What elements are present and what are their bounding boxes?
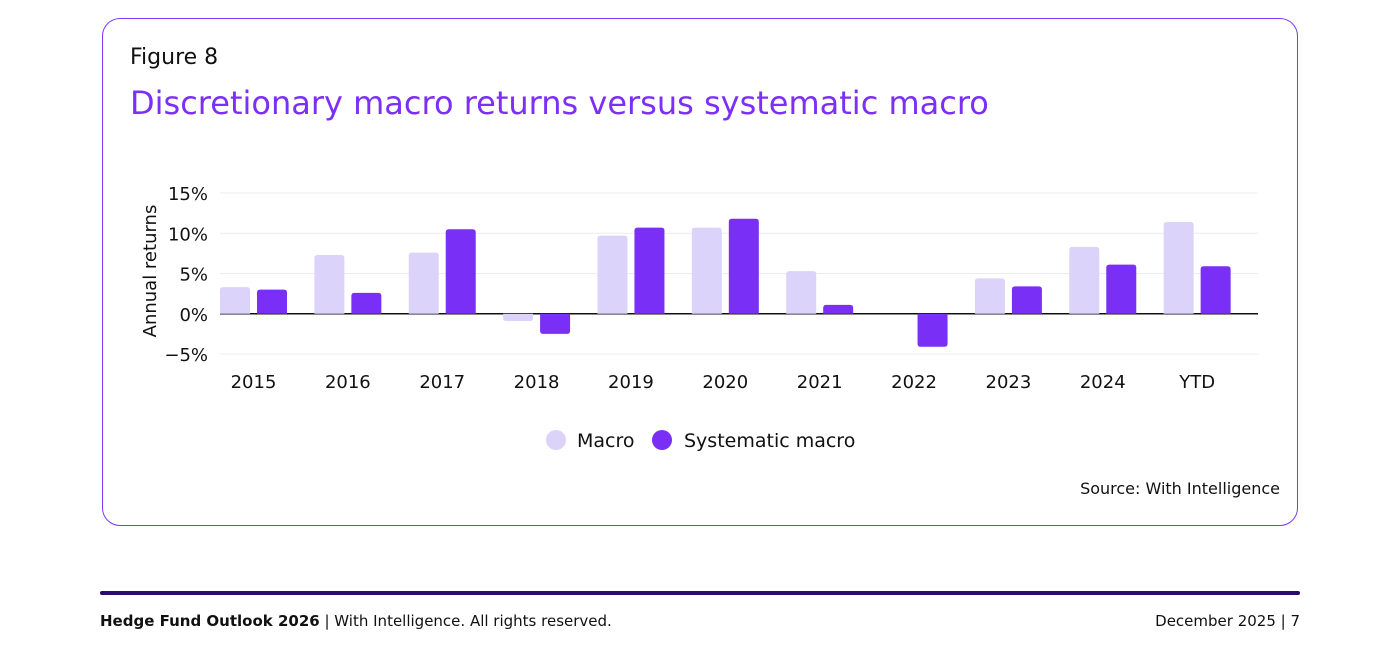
y-tick-label: 0% [179,305,208,326]
bar-macro [220,287,250,314]
figure-label: Figure 8 [130,45,219,70]
legend-label-systematic: Systematic macro [684,430,855,452]
x-tick-label: 2018 [514,372,560,393]
bar-systematic-macro [823,304,854,314]
bar-systematic-macro [728,218,759,314]
y-axis-label: Annual returns [140,205,161,338]
bar-macro [691,227,722,314]
y-tick-label: 15% [168,184,208,205]
footer-rule [100,591,1300,595]
x-tick-labels: 2015 2016 2017 2018 2019 2020 2021 2022 2023 2024… [231,372,1215,393]
bar-macro [314,254,345,314]
x-tick-label: 2023 [986,372,1032,393]
figure-card [102,18,1298,526]
chart-title: Discretionary macro returns versus syste… [130,84,989,122]
bar-macro [597,235,628,314]
publication-name: Hedge Fund Outlook 2026 [100,612,320,630]
bar-macro [1163,221,1194,314]
x-tick-label: 2020 [702,372,748,393]
x-tick-label: 2016 [325,372,371,393]
y-tick-label: 5% [179,265,208,286]
legend-swatch-systematic [652,430,672,450]
bar-systematic-macro [1106,264,1137,314]
legend-swatch-macro [546,430,566,450]
footer-publication: Hedge Fund Outlook 2026 | With Intellige… [100,612,612,630]
source-note: Source: With Intelligence [1080,479,1280,498]
x-tick-label: 2017 [419,372,465,393]
x-tick-label: 2015 [231,372,277,393]
x-tick-label: YTD [1178,372,1215,393]
bar-systematic-macro [257,289,287,314]
x-tick-label: 2019 [608,372,654,393]
x-tick-label: 2022 [891,372,937,393]
y-tick-label: 10% [168,224,208,245]
bar-macro [408,252,439,314]
x-tick-label: 2021 [797,372,843,393]
bar-macro [786,271,817,314]
bar-macro [503,313,534,321]
bar-systematic-macro [540,313,571,334]
bar-systematic-macro [1011,286,1042,314]
bar-macro [1069,246,1100,314]
y-tick-label: −5% [164,345,208,366]
y-tick-labels: −5% 0% 5% 10% 15% [164,184,208,366]
footer-date-page: December 2025 | 7 [1155,612,1300,630]
bar-systematic-macro [634,227,665,314]
bar-systematic-macro [351,292,382,314]
bar-systematic-macro [917,313,948,347]
bars [220,218,1231,347]
bar-systematic-macro [1200,266,1231,314]
bar-systematic-macro [445,229,476,314]
legend: Macro Systematic macro [546,430,855,452]
x-tick-label: 2024 [1080,372,1126,393]
legend-label-macro: Macro [577,430,635,452]
rights-text: | With Intelligence. All rights reserved… [319,612,612,630]
bar-macro [974,278,1005,314]
